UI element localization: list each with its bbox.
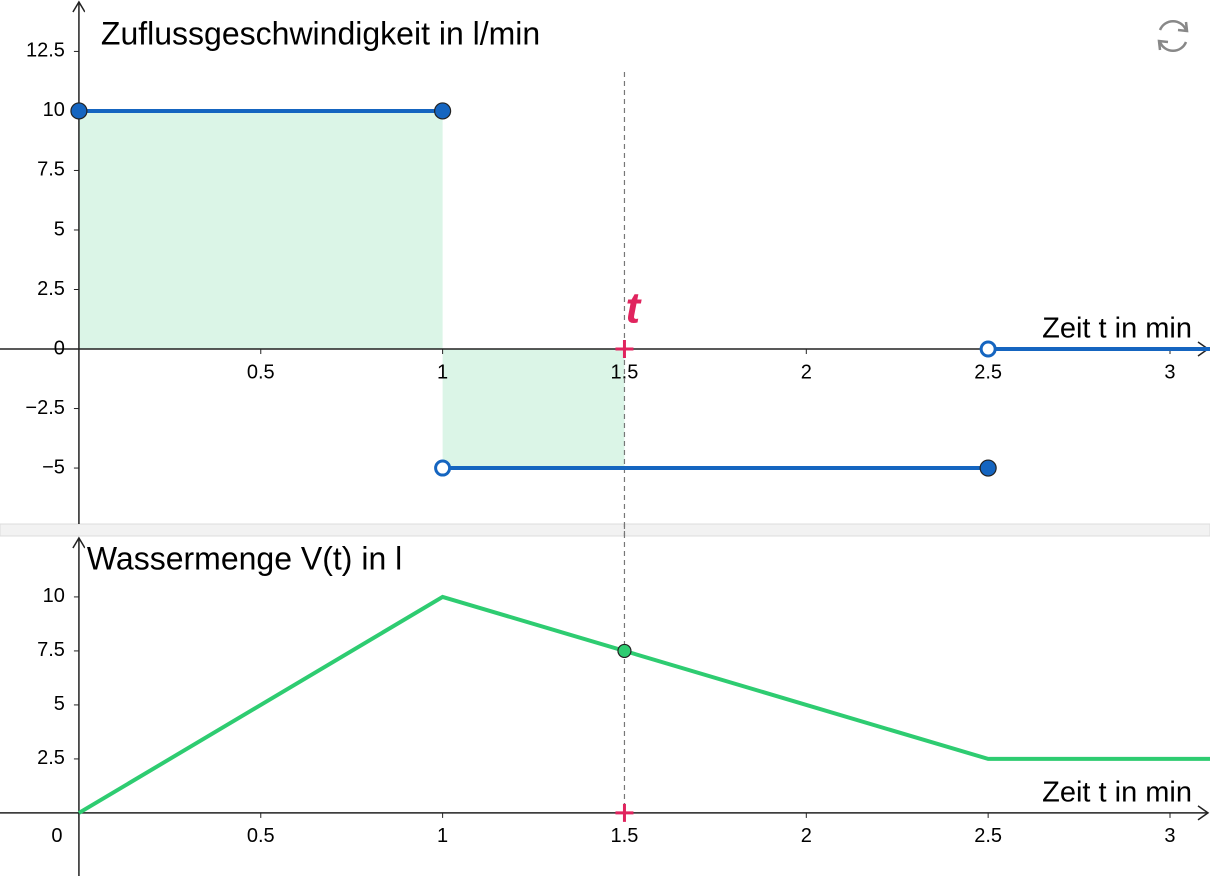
- point: [979, 340, 997, 358]
- t-label: t: [625, 284, 642, 333]
- point: [617, 643, 632, 659]
- refresh-icon[interactable]: [1157, 20, 1189, 52]
- panel-separator: [0, 523, 1210, 537]
- y-tick-label: 5: [54, 218, 65, 240]
- y-tick-label: 12.5: [26, 40, 65, 62]
- point: [434, 459, 452, 477]
- refresh-arc[interactable]: [1158, 41, 1188, 52]
- t-marker: [615, 803, 634, 822]
- y-axis-arrow: [72, 536, 86, 549]
- title-bg: [84, 542, 425, 582]
- y-tick-label: 5: [54, 693, 65, 715]
- x-tick-label: 3: [1164, 825, 1175, 847]
- point: [434, 102, 452, 120]
- x-axis-label: Zeit t in min: [1042, 313, 1192, 345]
- y-tick-label: 7.5: [37, 159, 65, 181]
- x-tick-label: 2.5: [974, 361, 1002, 383]
- y-tick-label: 2.5: [37, 747, 65, 769]
- title-bg: [84, 10, 605, 50]
- x-tick-label: 2.5: [974, 825, 1002, 847]
- point: [979, 459, 997, 477]
- chart-title: Zuflussgeschwindigkeit in l/min: [101, 15, 540, 51]
- y-tick-label: −5: [42, 456, 65, 478]
- point: [70, 102, 88, 120]
- x-tick-label: 3: [1164, 361, 1175, 383]
- y-tick-label: −2.5: [25, 397, 64, 419]
- y-tick-label: 0: [54, 337, 65, 359]
- x-tick-label: 1.5: [611, 825, 639, 847]
- series-line: [77, 594, 1210, 815]
- refresh-arrow[interactable]: [1157, 39, 1169, 51]
- x-axis-label: Zeit t in min: [1042, 777, 1192, 809]
- x-tick-label: 1: [437, 361, 448, 383]
- t-marker: [615, 340, 634, 359]
- refresh-arc[interactable]: [1158, 20, 1188, 31]
- x-tick-label: 0.5: [247, 825, 275, 847]
- y-tick-label: 10: [43, 99, 65, 121]
- y-tick-label: 7.5: [37, 639, 65, 661]
- x-tick-label: 0: [51, 825, 62, 847]
- x-tick-label: 1: [437, 825, 448, 847]
- x-tick-label: 0.5: [247, 361, 275, 383]
- y-axis-arrow: [72, 0, 86, 13]
- chart-title: Wassermenge V(t) in l: [87, 540, 402, 576]
- y-tick-label: 2.5: [37, 278, 65, 300]
- refresh-arrow[interactable]: [1177, 21, 1189, 33]
- area: [78, 110, 625, 469]
- x-axis-arrow: [1197, 805, 1210, 821]
- x-tick-label: 2: [801, 825, 812, 847]
- x-tick-label: 2: [801, 361, 812, 383]
- y-tick-label: 10: [43, 585, 65, 607]
